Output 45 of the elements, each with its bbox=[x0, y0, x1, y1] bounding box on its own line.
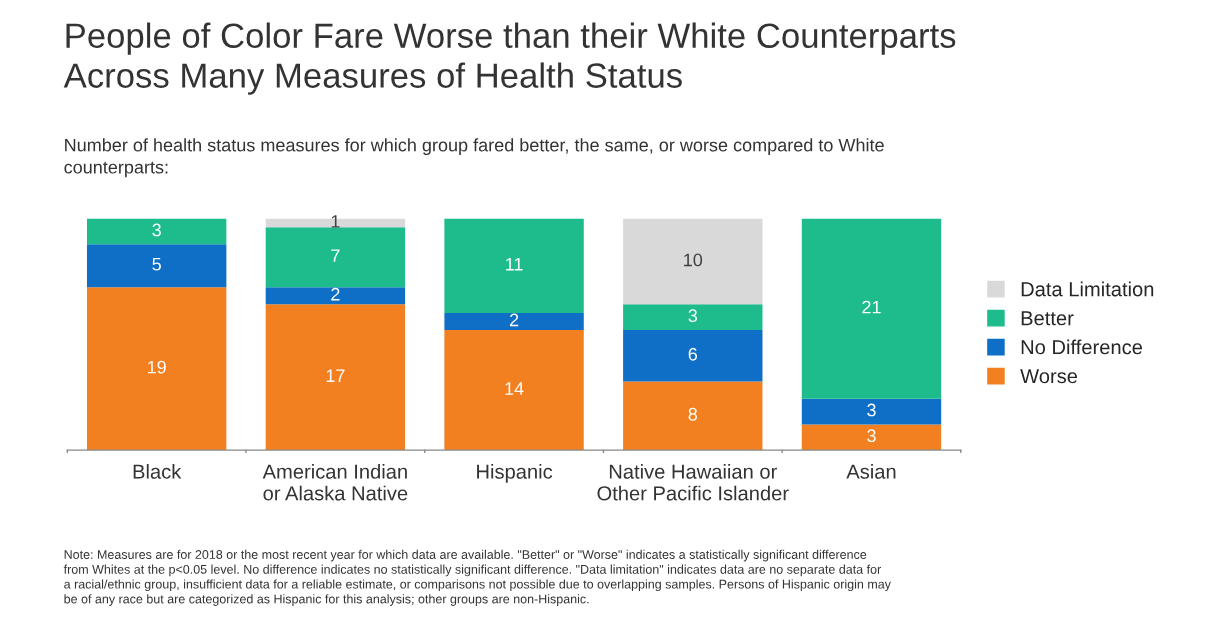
data-label: 14 bbox=[505, 382, 524, 395]
chart-title: People of Color Fare Worse than their White Counterparts Across Many Measures of Health Status bbox=[63, 22, 956, 95]
data-label: 17 bbox=[326, 369, 345, 382]
data-label: 2 bbox=[331, 287, 340, 301]
bar bbox=[801, 424, 942, 451]
bar bbox=[623, 330, 763, 382]
bar bbox=[444, 218, 584, 313]
data-label: 3 bbox=[867, 403, 876, 417]
x-tick-label: Asian bbox=[846, 463, 896, 479]
bar bbox=[86, 287, 227, 451]
bar bbox=[86, 244, 227, 288]
bar bbox=[265, 227, 406, 288]
bar bbox=[623, 304, 763, 331]
bar bbox=[265, 287, 406, 305]
bar bbox=[86, 218, 227, 245]
legend-label: Better bbox=[1021, 311, 1074, 326]
bar bbox=[623, 218, 763, 305]
x-tick-label: Native Hawaiian or Other Pacific Islander bbox=[597, 463, 789, 501]
x-tick-label: Hispanic bbox=[477, 463, 553, 483]
data-label: 21 bbox=[862, 300, 881, 314]
bar bbox=[444, 330, 584, 451]
data-label: 10 bbox=[684, 253, 703, 267]
data-label: 5 bbox=[152, 258, 161, 271]
x-tick-label: Black bbox=[133, 463, 182, 479]
data-label: 8 bbox=[688, 407, 698, 421]
data-label: 6 bbox=[688, 347, 698, 361]
bar bbox=[801, 398, 942, 425]
text: Note: Measures are for 2018 or the most recent year for which data are available. "Better" or "Worse" indicates a statistically significant difference from Whites at the p<0.05 level. No difference indicates no statistically significant difference. "Data limitation" indicates data are no separate data for a racial/ethnic group, insufficient data for a reliable estimate, or comparisons not possible due to overlapping samples. Persons of Hispanic origin may be of any race but are categorized as Hispanic for this analysis; other groups are non-Hispanic. bbox=[63, 549, 891, 606]
bar bbox=[265, 304, 406, 451]
data-label: 7 bbox=[331, 249, 340, 262]
data-label: 11 bbox=[506, 258, 523, 271]
bar bbox=[444, 312, 584, 331]
bar bbox=[801, 218, 942, 399]
x-tick-label: American Indian or Alaska Native bbox=[262, 463, 408, 501]
data-label: 3 bbox=[688, 309, 698, 323]
legend-label: Data Limitation bbox=[1021, 281, 1154, 297]
legend-label: No Difference bbox=[1021, 339, 1142, 355]
data-label: 2 bbox=[509, 313, 519, 327]
data-label: 1 bbox=[331, 215, 340, 228]
bar bbox=[623, 381, 763, 451]
data-label: 3 bbox=[152, 223, 161, 237]
chart-subtitle: Number of health status measures for which group fared better, the same, or worse compared to White counterparts: bbox=[64, 138, 884, 178]
data-label: 19 bbox=[148, 360, 166, 374]
legend-label: Worse bbox=[1020, 369, 1078, 384]
data-label: 3 bbox=[867, 429, 876, 443]
